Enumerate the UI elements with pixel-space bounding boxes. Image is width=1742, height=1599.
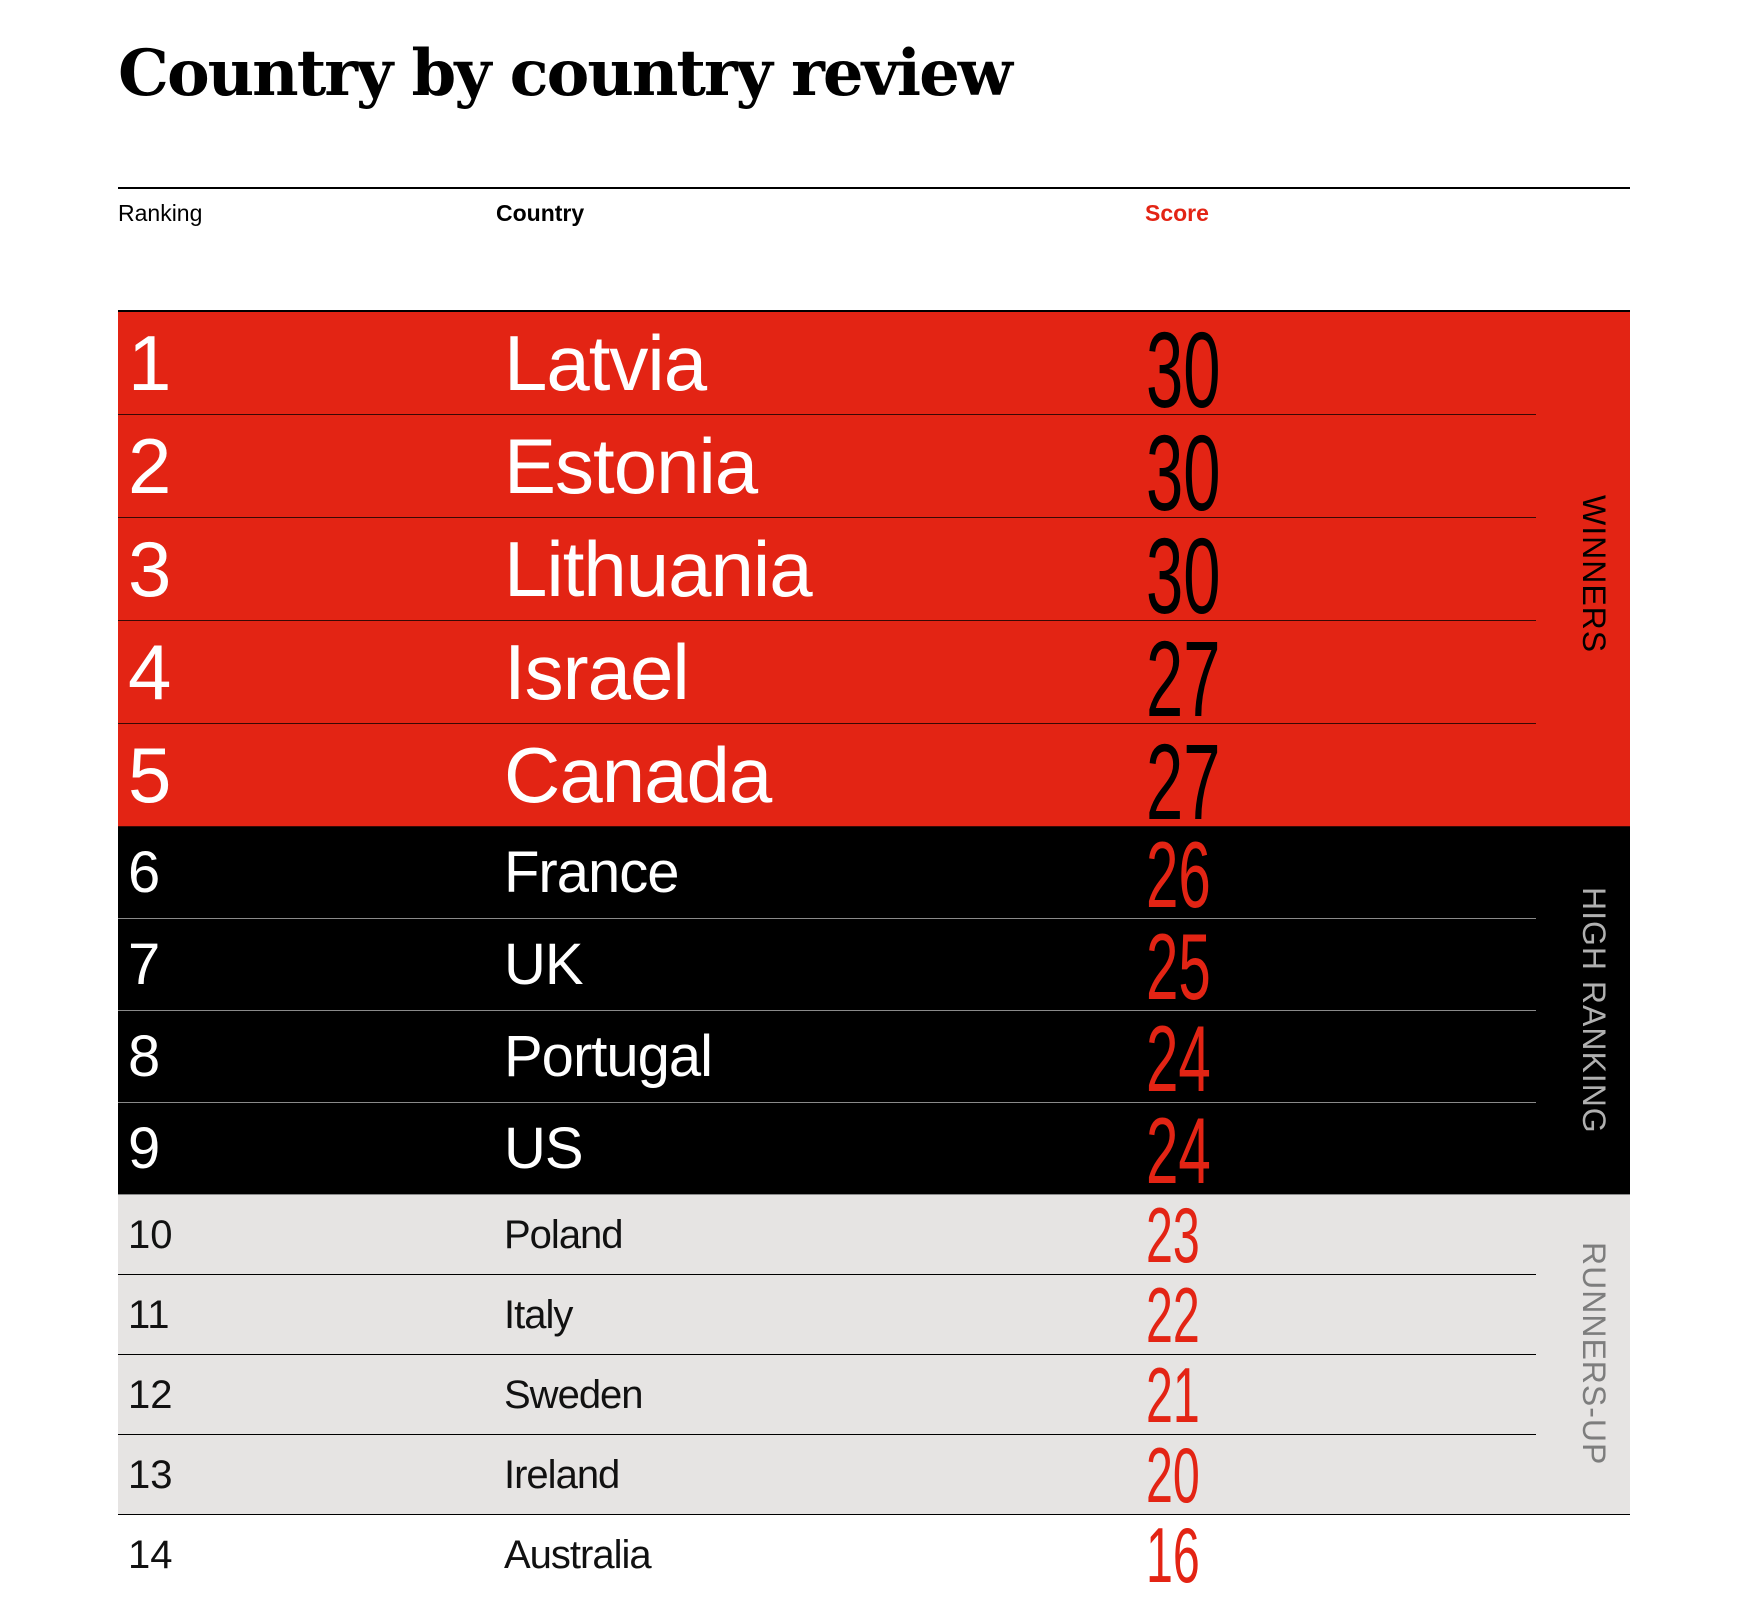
table-row: 11 Italy 22: [118, 1275, 1630, 1355]
group-label: HIGH RANKING: [1576, 887, 1612, 1134]
score-cell: 16: [1146, 1511, 1200, 1599]
score-cell: 27: [1146, 618, 1221, 739]
rank-cell: 4: [128, 628, 172, 716]
rank-cell: 10: [128, 1213, 173, 1257]
row-divider: [118, 517, 1536, 518]
page-title: Country by country review: [118, 36, 1013, 111]
score-cell: 30: [1146, 309, 1221, 430]
column-header-country: Country: [496, 200, 585, 226]
runners-up-group: 10 Poland 23 11 Italy 22 12 Sweden 21 13 Ireland 20…: [118, 1195, 1630, 1515]
rank-cell: 6: [128, 840, 161, 905]
row-divider: [118, 1102, 1536, 1103]
rank-cell: 3: [128, 525, 172, 613]
country-cell: Canada: [504, 731, 772, 819]
rank-cell: 8: [128, 1024, 161, 1089]
table-row: 8 Portugal 24: [118, 1006, 1630, 1111]
country-cell: France: [504, 840, 680, 905]
row-divider: [118, 723, 1536, 724]
score-cell: 20: [1146, 1431, 1200, 1519]
rank-cell: 7: [128, 932, 161, 997]
score-cell: 24: [1146, 1006, 1211, 1111]
country-cell: Australia: [504, 1533, 652, 1577]
score-cell: 21: [1146, 1351, 1200, 1439]
score-cell: 27: [1146, 721, 1221, 842]
row-divider: [118, 414, 1536, 415]
row-divider: [118, 918, 1536, 919]
score-cell: 23: [1146, 1191, 1200, 1279]
table-row: 5 Canada 27: [118, 724, 1630, 836]
score-cell: 22: [1146, 1271, 1200, 1359]
rank-cell: 9: [128, 1116, 161, 1181]
table-row: 3 Lithuania 30: [118, 518, 1630, 630]
score-cell: 30: [1146, 515, 1221, 636]
country-cell: US: [504, 1116, 584, 1181]
table-row: 4 Israel 27: [118, 621, 1630, 733]
row-divider: [118, 1354, 1536, 1355]
group-label: RUNNERS-UP: [1576, 1242, 1612, 1466]
winners-group: 1 Latvia 30 2 Estonia 30 3 Lithuania 30 4 Israel 27…: [118, 310, 1630, 836]
table-row: 10 Poland 23: [118, 1195, 1630, 1275]
row-divider: [118, 620, 1536, 621]
rank-cell: 14: [128, 1533, 173, 1577]
ranking-table: 1 Latvia 30 2 Estonia 30 3 Lithuania 30 4 Israel 27…: [118, 310, 1630, 1595]
row-divider: [118, 1434, 1536, 1435]
score-cell: 24: [1146, 1098, 1211, 1203]
rank-cell: 12: [128, 1373, 173, 1417]
row-divider: [118, 1514, 1630, 1515]
score-cell: 25: [1146, 914, 1211, 1019]
table-row: 1 Latvia 30: [118, 312, 1630, 424]
country-cell: Ireland: [504, 1453, 620, 1497]
country-cell: Italy: [504, 1293, 573, 1337]
table-row: 9 US 24: [118, 1098, 1630, 1203]
header-rule: [118, 187, 1630, 189]
table-row: 12 Sweden 21: [118, 1355, 1630, 1435]
rank-cell: 5: [128, 731, 172, 819]
rank-cell: 13: [128, 1453, 173, 1497]
country-cell: Israel: [504, 628, 690, 716]
column-header-score: Score: [1145, 200, 1209, 226]
below-group: 14 Australia 16: [118, 1515, 1630, 1595]
row-divider: [118, 1010, 1536, 1011]
table-row: 14 Australia 16: [118, 1515, 1630, 1595]
high-ranking-group: 6 France 26 7 UK 25 8 Portugal 24 9 US 24 HIGH RANKI…: [118, 822, 1630, 1203]
score-cell: 30: [1146, 412, 1221, 533]
table-row: 2 Estonia 30: [118, 415, 1630, 527]
country-cell: Estonia: [504, 422, 758, 510]
rank-cell: 11: [128, 1293, 170, 1337]
table-row: 6 France 26: [118, 822, 1630, 927]
rank-cell: 2: [128, 422, 172, 510]
country-cell: UK: [504, 932, 584, 997]
country-cell: Poland: [504, 1213, 624, 1257]
row-divider: [118, 826, 1630, 827]
score-cell: 26: [1146, 822, 1211, 927]
table-row: 7 UK 25: [118, 914, 1630, 1019]
rank-cell: 1: [128, 319, 172, 407]
row-divider: [118, 1194, 1630, 1195]
country-cell: Sweden: [504, 1373, 644, 1417]
country-cell: Latvia: [504, 319, 707, 407]
row-divider: [118, 1274, 1536, 1275]
table-row: 13 Ireland 20: [118, 1435, 1630, 1515]
country-cell: Portugal: [504, 1024, 713, 1089]
column-header-ranking: Ranking: [118, 200, 203, 226]
group-label: WINNERS: [1576, 495, 1612, 654]
country-cell: Lithuania: [504, 525, 813, 613]
